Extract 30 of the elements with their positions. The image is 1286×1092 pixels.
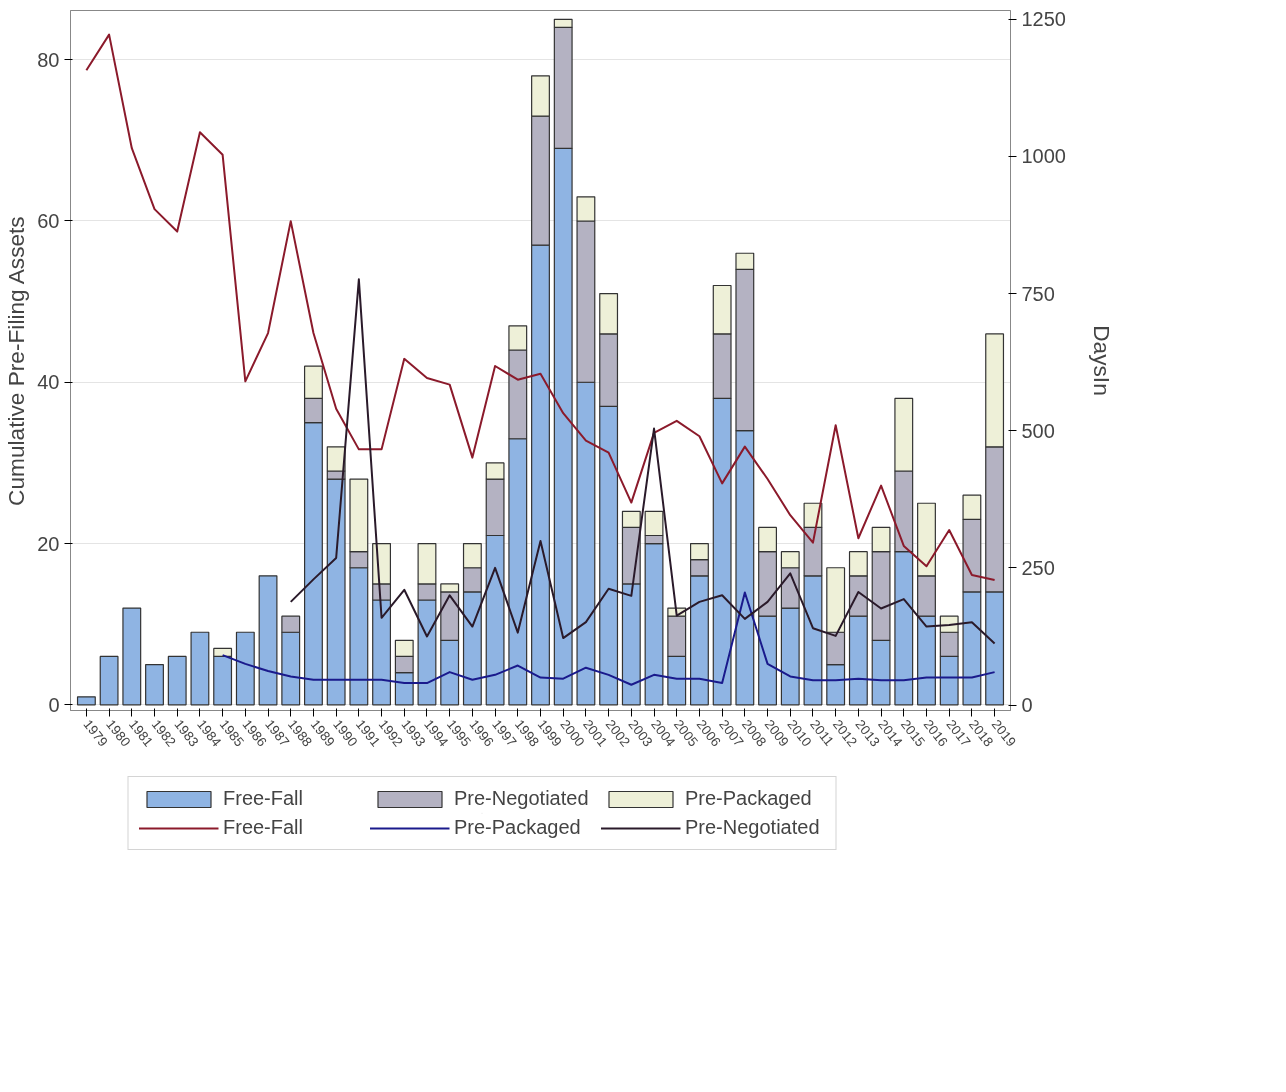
bar bbox=[258, 575, 278, 706]
legend-label: Pre-Negotiated bbox=[685, 816, 821, 839]
legend-label: Pre-Packaged bbox=[685, 787, 813, 810]
y2-tick-label: 500 bbox=[1021, 419, 1055, 442]
y-axis-title: Cumulative Pre-Filing Assets bbox=[3, 216, 30, 506]
bar bbox=[122, 607, 142, 706]
line-series bbox=[85, 33, 996, 581]
y2-tick-label: 750 bbox=[1021, 282, 1055, 305]
legend-label: Pre-Negotiated bbox=[454, 787, 590, 810]
y2-tick-label: 0 bbox=[1021, 694, 1033, 717]
legend-label: Free-Fall bbox=[223, 816, 304, 839]
y2-tick-label: 1000 bbox=[1021, 145, 1066, 168]
y-tick-label: 80 bbox=[37, 48, 60, 71]
legend-label: Pre-Packaged bbox=[454, 816, 582, 839]
line-series bbox=[221, 591, 996, 686]
y-tick-label: 20 bbox=[37, 532, 60, 555]
bar bbox=[76, 696, 96, 706]
y2-axis-title: DaysIn bbox=[1088, 325, 1115, 396]
legend-label: Free-Fall bbox=[223, 787, 304, 810]
y2-tick-label: 250 bbox=[1021, 556, 1055, 579]
y-tick-label: 40 bbox=[37, 371, 60, 394]
bar bbox=[190, 631, 210, 706]
bar bbox=[145, 663, 164, 706]
y-tick-label: 60 bbox=[37, 209, 60, 232]
line-series bbox=[289, 278, 996, 645]
bar bbox=[235, 631, 255, 706]
bar bbox=[99, 655, 119, 706]
y2-tick-label: 1250 bbox=[1021, 8, 1066, 31]
y-tick-label: 0 bbox=[48, 693, 60, 716]
bar bbox=[167, 655, 187, 706]
